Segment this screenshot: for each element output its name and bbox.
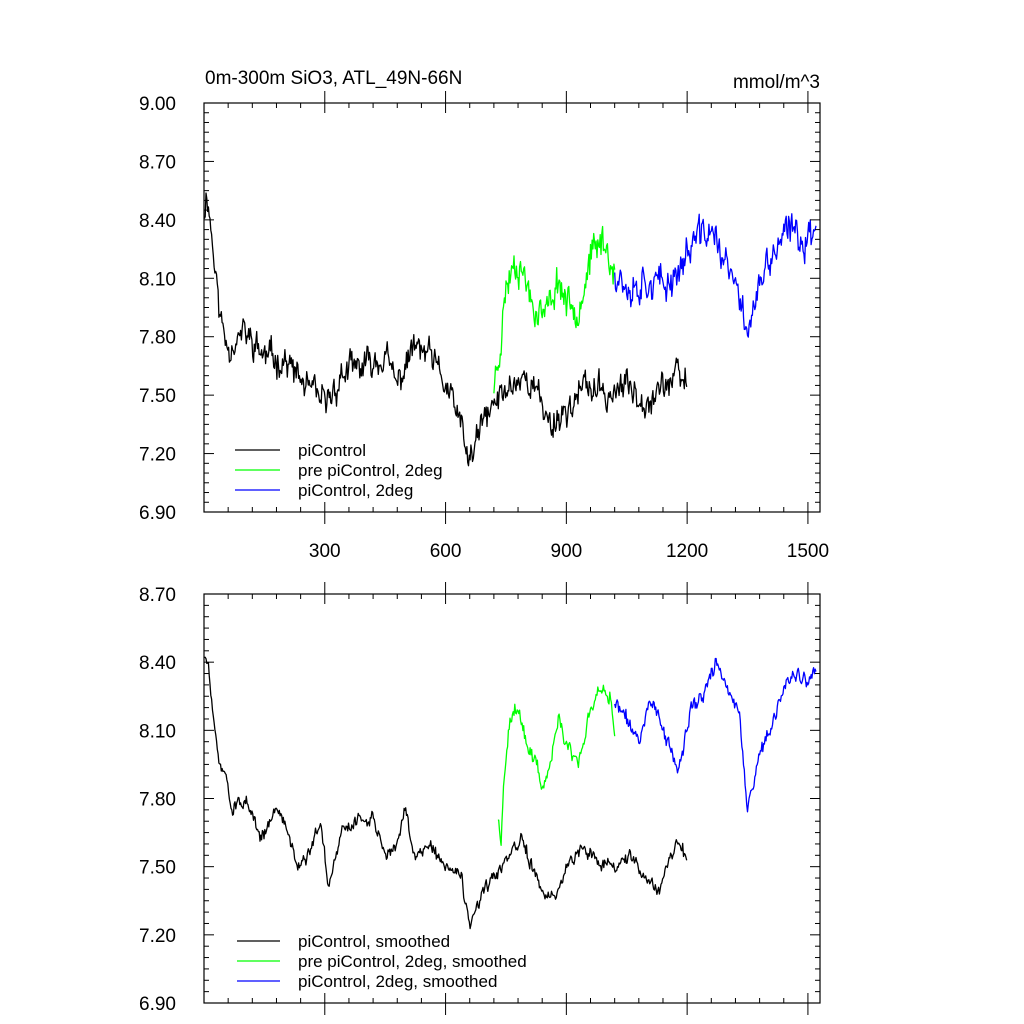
y-tick-label: 7.50	[139, 386, 176, 407]
y-tick-label: 7.50	[139, 858, 176, 879]
x-tick-label: 300	[309, 541, 341, 562]
bottom-panel: 6.90 7.20 7.50 7.80 8.10 8.40 8.70 piControl, …	[139, 582, 821, 1015]
legend-label-picontrol-2deg: piControl, 2deg	[298, 481, 413, 500]
plot-frame	[203, 593, 821, 1004]
units-label: mmol/m^3	[733, 72, 820, 93]
legend-label-pre-picontrol-2deg-smoothed: pre piControl, 2deg, smoothed	[298, 952, 527, 971]
y-tick-label: 7.20	[139, 445, 176, 466]
y-tick-label: 7.80	[139, 328, 176, 349]
y-tick-label: 7.80	[139, 790, 176, 811]
series-line-picontrol	[203, 192, 688, 467]
y-tick-label: 8.70	[139, 152, 176, 173]
y-tick-label: 8.40	[139, 653, 176, 674]
x-tick-label: 600	[430, 541, 462, 562]
series-line-picontrol-smoothed	[204, 656, 688, 930]
legend: piControl pre piControl, 2deg piControl,…	[235, 441, 443, 500]
top-panel: 0m-300m SiO3, ATL_49N-66N mmol/m^3 6.90 7…	[139, 68, 829, 562]
series-line-picontrol-2deg	[614, 213, 817, 338]
y-tick-label: 8.70	[139, 585, 176, 606]
y-tick-label: 8.10	[139, 721, 176, 742]
legend-label-picontrol-smoothed: piControl, smoothed	[298, 932, 450, 951]
y-tick-label: 6.90	[139, 994, 176, 1015]
series-line-picontrol-2deg-smoothed	[614, 657, 817, 813]
y-tick-label: 8.40	[139, 211, 176, 232]
legend-label-picontrol: piControl	[298, 441, 366, 460]
chart-title: 0m-300m SiO3, ATL_49N-66N	[205, 68, 462, 89]
x-tick-label: 1500	[787, 541, 829, 562]
series-line-pre-picontrol-2deg	[493, 225, 616, 394]
y-tick-label: 7.20	[139, 926, 176, 947]
y-tick-label: 9.00	[139, 94, 176, 115]
y-tick-label: 8.10	[139, 269, 176, 290]
x-tick-label: 1200	[666, 541, 708, 562]
x-tick-label: 900	[551, 541, 583, 562]
legend: piControl, smoothed pre piControl, 2deg,…	[237, 932, 527, 991]
legend-label-pre-picontrol-2deg: pre piControl, 2deg	[298, 461, 443, 480]
y-tick-label: 6.90	[139, 503, 176, 524]
plot-frame	[203, 102, 821, 513]
legend-label-picontrol-2deg-smoothed: piControl, 2deg, smoothed	[298, 972, 497, 991]
series-line-pre-picontrol-2deg-smoothed	[497, 684, 616, 846]
